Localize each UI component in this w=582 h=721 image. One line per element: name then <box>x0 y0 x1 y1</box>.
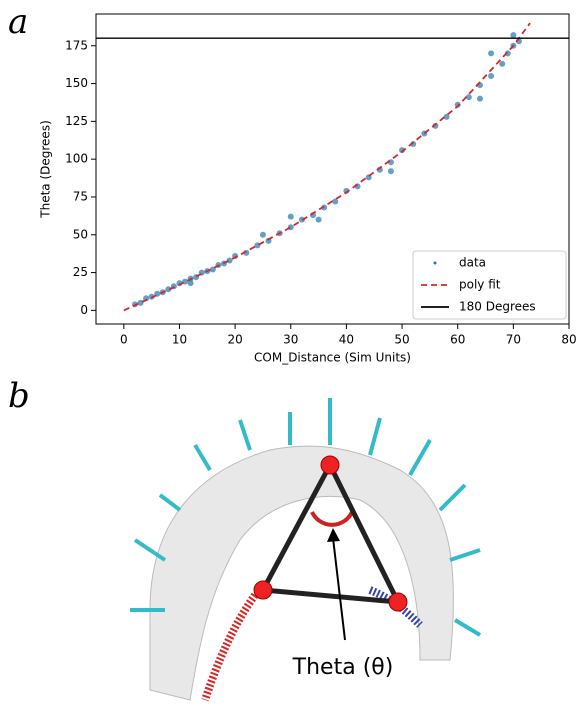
arrow-head <box>327 528 340 542</box>
data-point <box>187 280 194 287</box>
membrane <box>149 445 454 701</box>
x-tick-label: 40 <box>339 333 354 347</box>
data-point <box>226 257 233 264</box>
data-point <box>432 122 439 129</box>
panel-label: a <box>8 2 28 42</box>
side-chains <box>130 398 482 637</box>
data-point <box>287 213 294 220</box>
x-tick-label: 10 <box>172 333 187 347</box>
diagram-label: Theta (θ) <box>292 655 394 680</box>
red-segment <box>201 592 259 702</box>
data-point <box>510 32 517 39</box>
data-point <box>499 60 506 67</box>
data-point <box>504 50 511 57</box>
y-tick-label: 175 <box>65 38 88 52</box>
vertex <box>388 592 408 612</box>
triangle <box>259 459 403 605</box>
x-tick-label: 50 <box>394 333 409 347</box>
legend-marker <box>433 261 437 265</box>
data-point <box>410 141 417 148</box>
fit-line <box>123 22 531 312</box>
x-tick-label: 0 <box>120 333 128 347</box>
x-tick-label: 60 <box>450 333 465 347</box>
data-point <box>488 73 495 79</box>
data-point <box>443 113 450 120</box>
y-tick-label: 100 <box>65 152 88 166</box>
data-point <box>476 95 483 102</box>
arrow-shaft <box>332 537 346 641</box>
x-tick-label: 20 <box>227 333 242 347</box>
x-axis-label: COM_Distance (Sim Units) <box>254 351 411 365</box>
x-tick-label: 70 <box>506 333 521 347</box>
legend <box>412 250 567 320</box>
legend-label: poly fit <box>459 278 501 292</box>
vertex <box>253 580 273 600</box>
data-point <box>465 94 472 101</box>
molecule-diagram: Theta (θ) <box>130 398 482 702</box>
plot-frame <box>95 13 570 325</box>
data-point <box>209 266 216 273</box>
vertex <box>320 455 340 475</box>
data-point <box>165 286 172 293</box>
y-tick-label: 75 <box>73 189 88 203</box>
legend-label: 180 Degrees <box>459 300 536 314</box>
blue-segment <box>368 586 423 628</box>
angle-arc <box>310 511 354 527</box>
data-point <box>332 198 339 205</box>
y-tick-label: 0 <box>80 303 88 317</box>
data-point <box>321 204 328 211</box>
panel-label: b <box>8 376 30 416</box>
x-tick-label: 80 <box>561 333 576 347</box>
data-point <box>315 216 322 223</box>
data-point <box>259 231 266 238</box>
y-tick-label: 25 <box>73 265 88 279</box>
x-tick-label: 30 <box>283 333 298 347</box>
data-point <box>488 50 495 57</box>
y-axis-label: Theta (Degrees) <box>39 120 53 218</box>
data-point <box>454 101 461 108</box>
data-point <box>143 295 150 302</box>
legend-label: data <box>459 256 486 270</box>
y-tick-label: 50 <box>73 227 88 241</box>
y-tick-label: 125 <box>65 114 88 128</box>
data-point <box>387 168 394 175</box>
y-tick-label: 150 <box>65 76 88 90</box>
